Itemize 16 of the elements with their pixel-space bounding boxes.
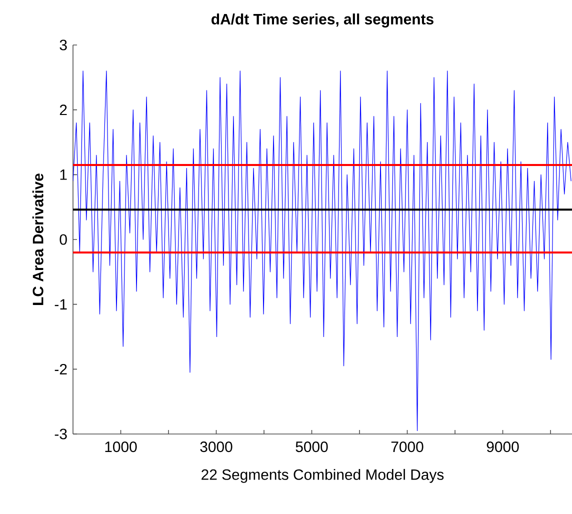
x-tick-label: 5000 — [296, 442, 328, 452]
x-tick-label: 3000 — [200, 442, 232, 452]
x-tick-label: 1000 — [105, 442, 137, 452]
x-tick-label: 7000 — [391, 442, 424, 452]
y-tick-label: 1 — [60, 170, 67, 180]
chart-title: dA/dt Time series, all segments — [212, 14, 434, 28]
x-axis-title: 22 Segments Combined Model Days — [202, 468, 444, 483]
y-tick-label: -1 — [54, 299, 67, 310]
y-tick-label: -2 — [54, 364, 67, 374]
x-tick-label: 9000 — [486, 442, 519, 452]
y-tick-label: 3 — [60, 40, 67, 50]
y-axis-title: LC Area Derivative — [32, 174, 44, 305]
line-series — [73, 70, 572, 432]
y-tick-label: -3 — [54, 428, 67, 440]
y-tick-label: 0 — [60, 234, 67, 245]
y-tick-label: 2 — [60, 104, 67, 116]
